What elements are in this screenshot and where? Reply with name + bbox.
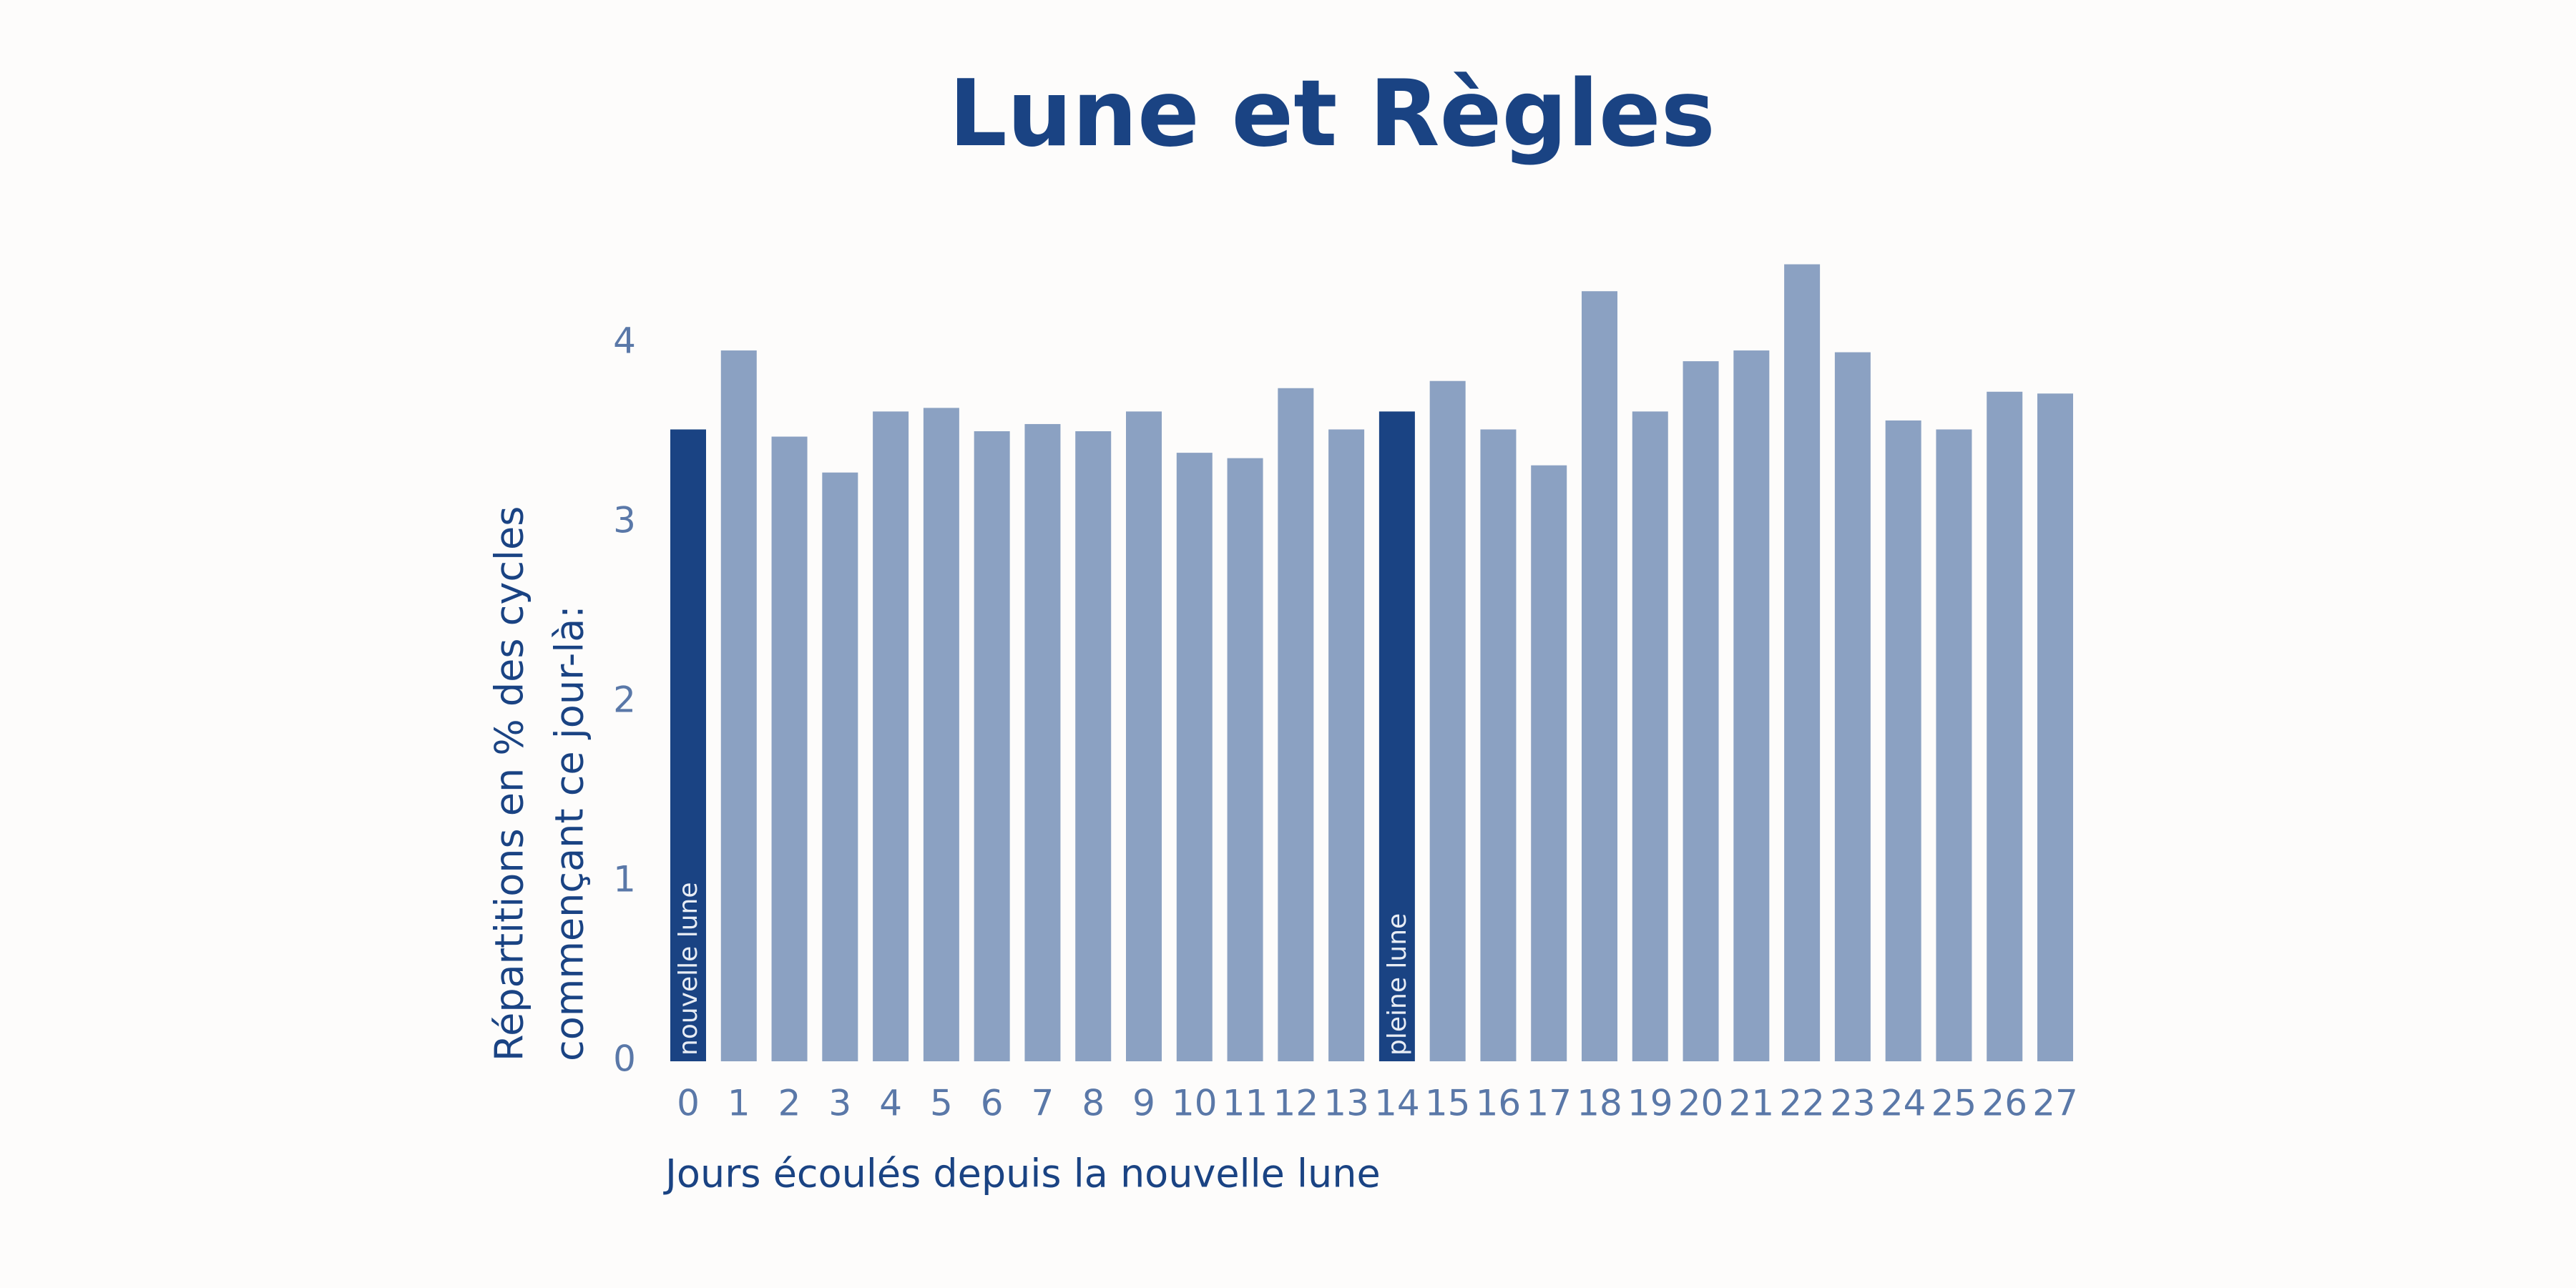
y-tick-label: 4	[613, 320, 636, 362]
bar	[720, 350, 757, 1061]
bar	[974, 431, 1010, 1061]
x-tick-label: 27	[2032, 1083, 2078, 1124]
x-tick-label: 4	[879, 1083, 902, 1124]
x-tick-label: 15	[1425, 1083, 1471, 1124]
annotation: nouvelle lune	[674, 883, 703, 1056]
bar	[1075, 431, 1112, 1061]
y-axis-label: commençant ce jour-là:	[547, 605, 592, 1061]
bar	[1278, 388, 1314, 1061]
x-tick-label: 1	[728, 1083, 750, 1124]
bar	[1784, 264, 1821, 1061]
x-tick-label: 12	[1273, 1083, 1319, 1124]
x-tick-label: 14	[1374, 1083, 1420, 1124]
y-tick-label: 1	[613, 859, 636, 900]
x-tick-label: 25	[1931, 1083, 1977, 1124]
y-axis-label: Répartitions en % des cycles	[487, 506, 532, 1061]
bar	[1733, 350, 1770, 1061]
bar	[822, 472, 858, 1061]
x-tick-label: 17	[1526, 1083, 1572, 1124]
bar	[1429, 380, 1466, 1061]
bar	[873, 411, 909, 1061]
x-tick-label: 20	[1678, 1083, 1724, 1124]
bar	[1632, 411, 1668, 1061]
bar	[2037, 393, 2073, 1061]
bar	[1227, 458, 1263, 1061]
bar	[1024, 423, 1061, 1061]
bar	[1378, 411, 1415, 1061]
x-tick-label: 26	[1982, 1083, 2027, 1124]
x-tick-label: 10	[1172, 1083, 1218, 1124]
x-axis-label: Jours écoulés depuis la nouvelle lune	[663, 1151, 1381, 1196]
y-tick-label: 3	[613, 500, 636, 541]
x-tick-label: 5	[930, 1083, 953, 1124]
x-tick-label: 18	[1577, 1083, 1622, 1124]
bar	[1531, 465, 1567, 1061]
bar	[1834, 352, 1871, 1061]
bar	[1480, 429, 1517, 1061]
x-tick-label: 2	[778, 1083, 801, 1124]
y-tick-label: 2	[613, 679, 636, 721]
x-tick-label: 11	[1223, 1083, 1268, 1124]
x-tick-label: 23	[1830, 1083, 1876, 1124]
x-tick-label: 0	[677, 1083, 700, 1124]
bar	[1328, 429, 1365, 1061]
annotation: pleine lune	[1383, 913, 1412, 1056]
bar	[670, 429, 706, 1061]
x-tick-label: 24	[1881, 1083, 1926, 1124]
bar	[1885, 420, 1921, 1061]
x-tick-label: 3	[828, 1083, 851, 1124]
bar	[1936, 429, 1972, 1061]
bar	[771, 436, 808, 1061]
bar	[1582, 291, 1617, 1062]
bar	[1683, 361, 1719, 1062]
x-tick-label: 22	[1779, 1083, 1825, 1124]
chart-title: Lune et Règles	[949, 61, 1715, 167]
x-tick-label: 9	[1132, 1083, 1155, 1124]
bar	[1126, 411, 1162, 1061]
x-tick-label: 21	[1729, 1083, 1775, 1124]
bar	[1176, 453, 1213, 1061]
y-tick-label: 0	[613, 1038, 636, 1080]
x-tick-label: 8	[1082, 1083, 1105, 1124]
x-tick-label: 13	[1323, 1083, 1369, 1124]
x-tick-label: 19	[1627, 1083, 1673, 1124]
x-tick-label: 7	[1032, 1083, 1054, 1124]
bar	[1987, 391, 2023, 1061]
x-tick-label: 6	[981, 1083, 1004, 1124]
x-tick-label: 16	[1476, 1083, 1522, 1124]
bar	[923, 408, 959, 1061]
